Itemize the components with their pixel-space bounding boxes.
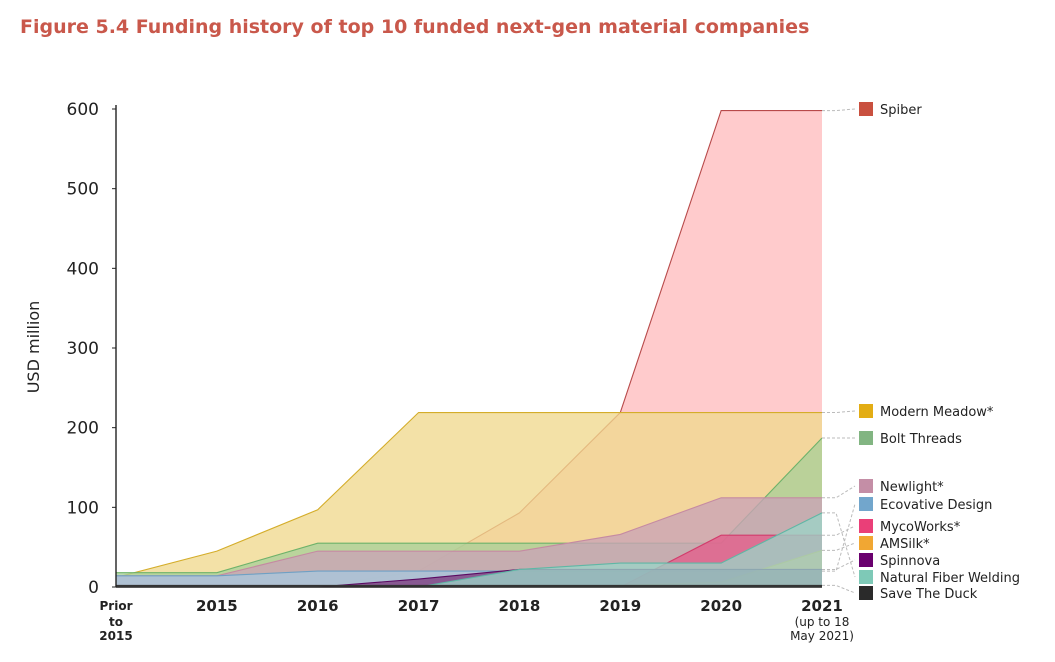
legend-label-amsilk: AMSilk* <box>880 537 930 552</box>
legend-swatch-modern-meadow <box>859 404 873 418</box>
leader-mycoworks <box>822 525 856 536</box>
legend-label-newlight: Newlight* <box>880 480 944 495</box>
legend-swatch-ecovative-design <box>859 497 873 511</box>
legend-label-mycoworks: MycoWorks* <box>880 520 961 535</box>
legend-swatch-save-the-duck <box>859 586 873 600</box>
y-tick-labels: 0 100 200 300 400 500 600 <box>67 100 99 598</box>
legend-swatch-newlight <box>859 479 873 493</box>
y-axis-label: USD million <box>24 301 43 394</box>
y-tick-label: 0 <box>88 578 99 598</box>
x-tick-note: (up to 18 <box>795 615 850 629</box>
legend-label-modern-meadow: Modern Meadow* <box>880 405 994 420</box>
x-tick-label: 2016 <box>297 597 339 615</box>
leader-amsilk <box>822 542 856 551</box>
x-tick-note: May 2021) <box>790 629 854 643</box>
line-newlight <box>116 497 822 577</box>
x-tick-sublabel: to <box>109 615 123 629</box>
area-natural-fiber-welding <box>116 512 822 587</box>
y-tick-label: 600 <box>67 100 99 120</box>
leader-ecovative-design <box>822 503 856 572</box>
leader-newlight <box>822 485 856 499</box>
legend-label-spinnova: Spinnova <box>880 554 940 569</box>
legend-swatch-amsilk <box>859 536 873 550</box>
x-tick-label: 2019 <box>599 597 641 615</box>
legend-label-save-the-duck: Save The Duck <box>880 587 978 602</box>
chart-areas <box>115 110 823 588</box>
figure-title: Figure 5.4 Funding history of top 10 fun… <box>20 16 810 38</box>
leader-spiber <box>822 108 856 112</box>
y-tick-label: 100 <box>67 498 99 518</box>
legend-swatch-spiber <box>859 102 873 116</box>
y-tick-label: 500 <box>67 180 99 200</box>
legend-label-bolt-threads: Bolt Threads <box>880 432 962 447</box>
y-tick-label: 200 <box>67 419 99 439</box>
legend-swatch-mycoworks <box>859 519 873 533</box>
x-tick-label: 2018 <box>499 597 541 615</box>
legend-swatch-bolt-threads <box>859 431 873 445</box>
y-tick-label: 300 <box>67 339 99 359</box>
legend-label-ecovative-design: Ecovative Design <box>880 498 992 513</box>
x-tick-label: 2015 <box>196 597 238 615</box>
leader-save-the-duck <box>822 584 856 594</box>
leader-modern-meadow <box>822 410 856 414</box>
chart-axes <box>112 105 822 588</box>
x-tick-label: Prior <box>100 599 133 613</box>
y-tick-label: 400 <box>67 259 99 279</box>
x-tick-label: 2020 <box>700 597 742 615</box>
line-modern-meadow <box>115 411 822 578</box>
legend: Spiber Modern Meadow* Bolt Threads Newlight… <box>822 102 1020 602</box>
x-tick-sublabel: 2015 <box>99 629 132 643</box>
leader-natural-fiber-welding <box>822 512 856 578</box>
legend-swatch-spinnova <box>859 553 873 567</box>
legend-swatch-natural-fiber-welding <box>859 570 873 584</box>
x-tick-label: 2017 <box>398 597 440 615</box>
leader-spinnova <box>822 559 856 570</box>
legend-label-spiber: Spiber <box>880 103 922 118</box>
x-tick-label: 2021 <box>801 597 843 615</box>
legend-label-natural-fiber-welding: Natural Fiber Welding <box>880 571 1020 586</box>
